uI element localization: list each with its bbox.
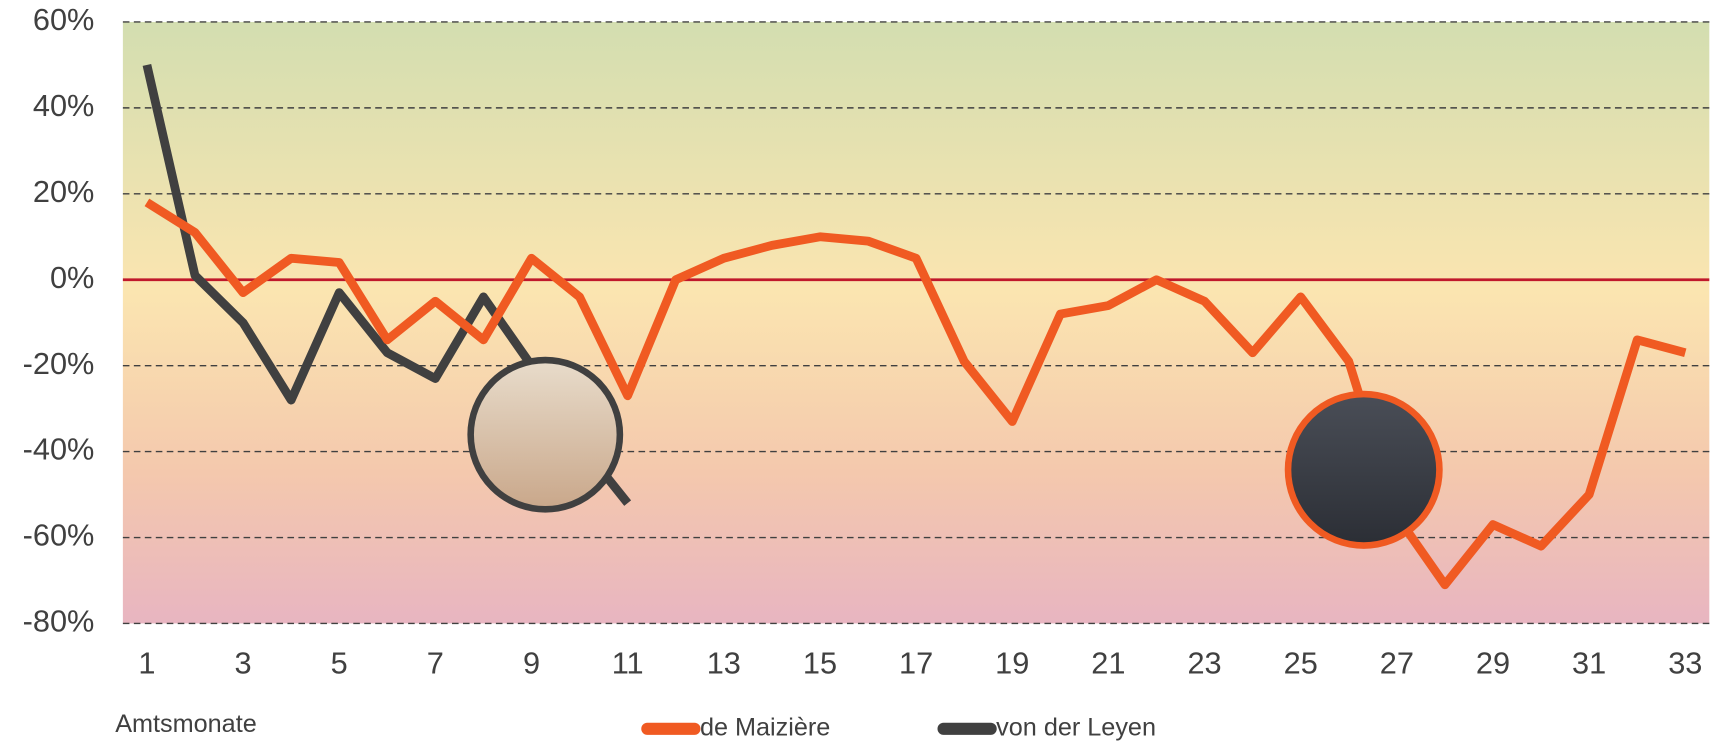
y-tick-label: 60% [33,2,94,37]
y-tick-label: -40% [23,432,95,467]
y-tick-label: 20% [33,174,94,209]
x-tick-label: 9 [523,645,540,680]
y-tick-label: 0% [50,260,94,295]
y-tick-label: -20% [23,346,95,381]
x-tick-label: 29 [1476,645,1510,680]
x-tick-label: 5 [331,645,348,680]
x-axis-label: Amtsmonate [115,710,257,738]
x-tick-label: 13 [707,645,741,680]
x-tick-label: 15 [803,645,837,680]
x-tick-label: 33 [1668,645,1702,680]
y-tick-label: -80% [23,604,95,639]
x-tick-label: 25 [1284,645,1318,680]
legend-label: von der Leyen [996,713,1156,741]
x-tick-label: 27 [1380,645,1414,680]
y-tick-label: -60% [23,518,95,553]
x-tick-label: 17 [899,645,933,680]
x-tick-label: 7 [427,645,444,680]
x-tick-label: 31 [1572,645,1606,680]
photo-de-maiziere [1288,394,1439,545]
x-tick-label: 3 [235,645,252,680]
x-tick-label: 1 [138,645,155,680]
legend-label: de Maizière [700,713,830,741]
y-tick-label: 40% [33,88,94,123]
x-tick-label: 19 [995,645,1029,680]
x-tick-label: 11 [612,645,644,680]
x-tick-label: 23 [1187,645,1221,680]
chart: -80%-60%-40%-20%0%20%40%60%1357911131517… [0,0,1717,742]
photo-von-der-leyen [471,360,620,509]
x-tick-label: 21 [1091,645,1125,680]
